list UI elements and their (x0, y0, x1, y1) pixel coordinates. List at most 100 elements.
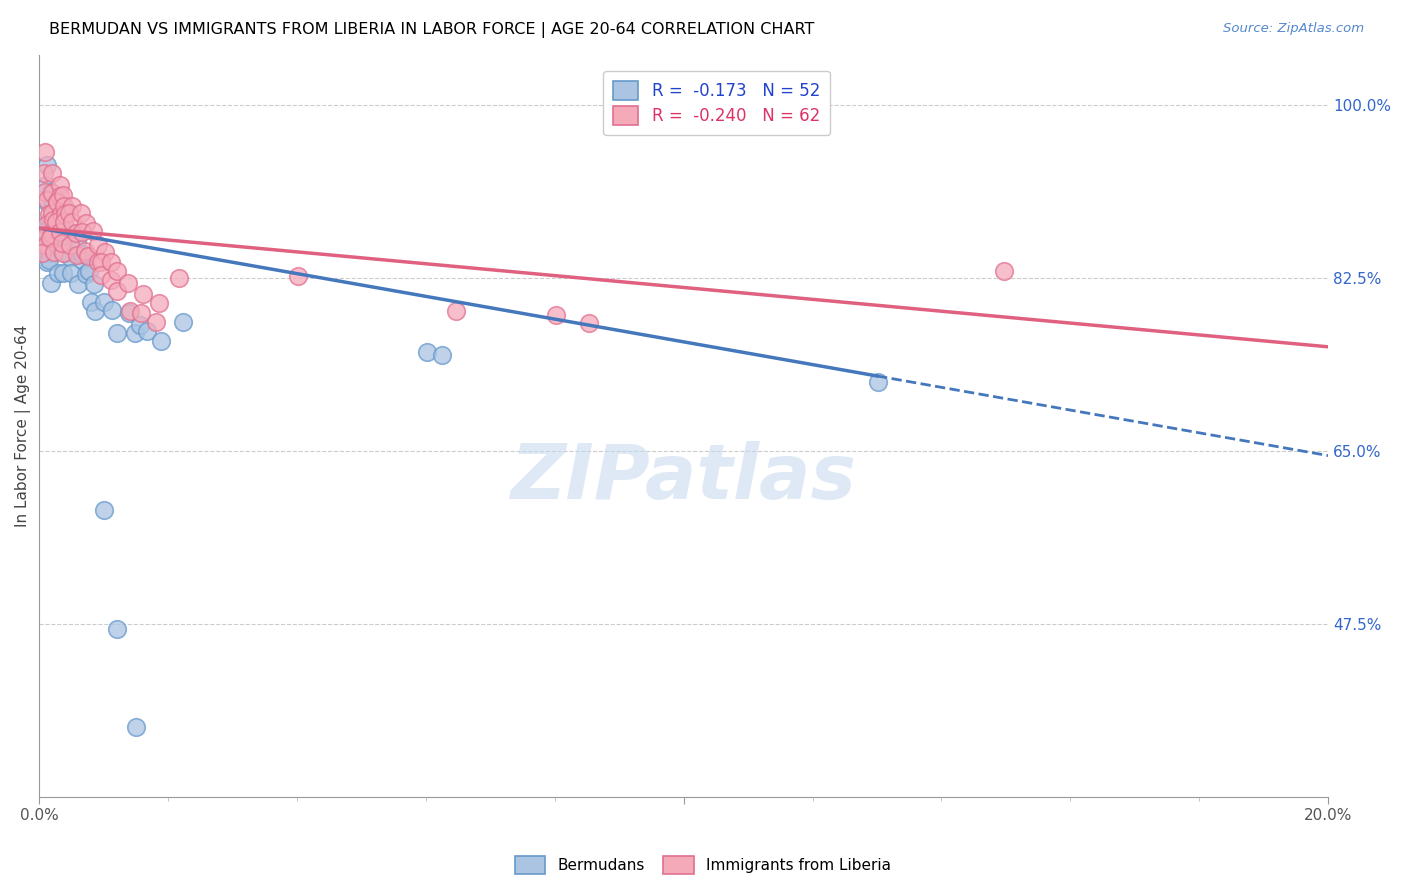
Point (60, 226, 83, 240)
Point (87, 254, 110, 268)
Point (34, 237, 56, 252)
Point (45, 215, 67, 229)
Point (82, 224, 104, 238)
Point (430, 347, 453, 361)
Point (90, 268, 112, 282)
Point (100, 273, 122, 287)
Point (118, 306, 141, 320)
Point (41, 228, 63, 243)
Point (76, 249, 98, 263)
Point (49, 225, 72, 239)
Point (73, 244, 96, 258)
Point (58, 206, 80, 220)
Point (42, 197, 65, 211)
Point (46, 266, 69, 280)
Point (128, 318, 150, 332)
Point (75, 267, 97, 281)
Legend: R =  -0.173   N = 52, R =  -0.240   N = 62: R = -0.173 N = 52, R = -0.240 N = 62 (603, 70, 830, 136)
Point (287, 269, 309, 284)
Point (51, 243, 73, 257)
Point (44, 244, 66, 259)
Point (145, 315, 167, 329)
Point (415, 345, 437, 359)
Point (546, 309, 568, 323)
Point (53, 207, 76, 221)
Point (51, 221, 73, 235)
Point (80, 294, 103, 309)
Point (41, 227, 63, 241)
Text: Source: ZipAtlas.com: Source: ZipAtlas.com (1223, 22, 1364, 36)
Point (117, 276, 139, 290)
Point (93, 295, 115, 310)
Point (66, 235, 89, 250)
Point (51, 235, 73, 250)
Point (93, 503, 115, 517)
Point (65, 226, 87, 240)
Point (35, 193, 58, 207)
Point (45, 194, 67, 209)
Point (41, 186, 63, 200)
Point (59, 266, 82, 280)
Point (124, 326, 146, 340)
Point (52, 266, 75, 280)
Point (129, 306, 152, 320)
Point (41, 166, 63, 180)
Legend: Bermudans, Immigrants from Liberia: Bermudans, Immigrants from Liberia (509, 850, 897, 880)
Point (72, 247, 94, 261)
Point (66, 277, 89, 291)
Point (62, 215, 84, 229)
Point (34, 145, 56, 160)
Point (172, 315, 194, 329)
Point (70, 252, 93, 267)
Point (125, 721, 148, 735)
Point (35, 227, 58, 242)
Point (59, 250, 82, 264)
Point (100, 254, 122, 268)
Point (60, 199, 83, 213)
Point (52, 246, 75, 260)
Point (83, 304, 105, 318)
Point (38, 207, 60, 221)
Point (45, 235, 67, 250)
Point (34, 237, 56, 252)
Point (49, 188, 72, 202)
Point (38, 253, 60, 268)
Point (53, 245, 76, 260)
Point (75, 215, 97, 229)
Point (37, 255, 59, 269)
Point (41, 206, 63, 220)
Point (49, 178, 72, 193)
Point (86, 237, 108, 252)
Point (77, 264, 100, 278)
Point (53, 214, 76, 228)
Point (45, 227, 67, 242)
Point (105, 326, 128, 341)
Point (32, 166, 55, 180)
Point (94, 244, 117, 259)
Point (70, 225, 93, 239)
Point (90, 254, 112, 268)
Point (34, 185, 56, 199)
Point (42, 213, 65, 227)
Point (35, 195, 58, 210)
Point (446, 303, 468, 318)
Point (105, 284, 128, 298)
Point (866, 376, 889, 390)
Point (31, 246, 53, 260)
Point (38, 244, 60, 259)
Point (132, 287, 155, 301)
Point (148, 296, 170, 310)
Point (53, 199, 76, 213)
Point (46, 194, 69, 209)
Point (66, 248, 89, 262)
Point (45, 195, 67, 210)
Point (35, 158, 58, 172)
Point (70, 206, 93, 220)
Point (53, 203, 76, 218)
Text: ZIPatlas: ZIPatlas (510, 441, 856, 515)
Point (578, 316, 600, 330)
Point (51, 207, 73, 221)
Point (34, 178, 56, 192)
Point (83, 277, 105, 291)
Point (38, 246, 60, 260)
